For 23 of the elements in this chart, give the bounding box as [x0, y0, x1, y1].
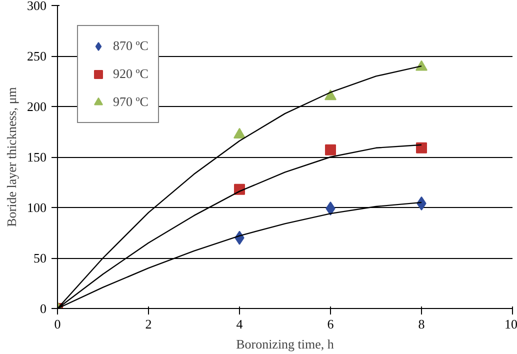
y-tick-label: 150	[27, 150, 46, 164]
point	[324, 90, 336, 100]
y-tick-label: 250	[27, 48, 46, 64]
legend-label: 970 ºC	[113, 94, 148, 110]
x-axis-title: Boronizing time, h	[236, 336, 334, 352]
x-tick-label: 0	[54, 316, 61, 332]
x-tick-label: 2	[145, 316, 152, 332]
point	[325, 144, 336, 156]
point	[416, 60, 428, 71]
legend-label: 870 ºC	[113, 38, 148, 54]
legend-label: 920 ºC	[113, 66, 148, 82]
y-tick-label: 0	[40, 301, 46, 316]
y-tick-label: 50	[34, 250, 46, 266]
x-tick-label: 4	[236, 316, 244, 332]
point	[234, 128, 246, 138]
x-tick-label: 6	[327, 316, 334, 332]
y-tick-label: 300	[27, 0, 46, 13]
y-tick-label: 100	[27, 200, 46, 215]
point	[416, 142, 427, 154]
y-axis-title: Boride layer thickness, μm	[4, 87, 19, 227]
x-tick-label: 10	[504, 316, 517, 332]
y-tick-label: 200	[27, 99, 46, 114]
x-tick-label: 8	[418, 316, 425, 332]
